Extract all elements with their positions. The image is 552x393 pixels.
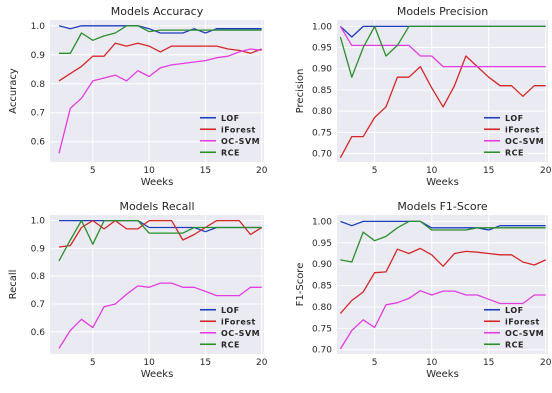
series-line-lof [340,220,546,231]
y-tick-label: 0.70 [312,150,332,160]
legend: LOF iForest OC-SVM RCE [484,306,544,349]
legend-label-iforest: iForest [221,317,256,326]
x-tick-label: 5 [372,166,378,176]
x-tick-label: 10 [426,166,438,176]
legend-label-iforest: iForest [505,317,540,326]
y-axis-label: F1-Score [295,263,306,307]
x-tick-label: 5 [90,166,96,176]
legend-label-oc-svm: OC-SVM [505,329,544,338]
accuracy-panel: 5 10 15 20 0.6 0.7 0.8 0.9 1.0 Models Accuracy Wee… [8,5,268,188]
legend-label-lof: LOF [221,306,240,315]
legend-label-iforest: iForest [505,125,540,134]
series-line-iforest [339,247,546,314]
series-line-rce [59,25,262,54]
legend-label-oc-svm: OC-SVM [505,137,544,146]
series-line-oc-svm [339,26,546,68]
f1-score-panel: 5 10 15 20 0.70 0.75 0.80 0.85 0.90 0.95 1.00 Model… [295,200,552,380]
y-axis-label: Precision [295,69,306,114]
series-line-oc-svm [58,282,262,349]
series-line-rce [58,219,262,262]
x-tick-label: 10 [426,358,438,368]
y-tick-label: 0.7 [31,109,45,119]
legend-label-rce: RCE [221,340,240,349]
x-tick-label: 20 [256,166,268,176]
x-tick-label: 15 [483,166,494,176]
series-line-oc-svm [58,48,262,154]
legend-label-lof: LOF [505,306,524,315]
x-axis-label: Weeks [141,177,174,188]
y-tick-label: 0.70 [312,346,332,356]
series-line-rce [340,220,546,263]
y-axis-label: Accuracy [8,68,19,114]
x-tick-label: 10 [143,166,155,176]
recall-panel: 5 10 15 20 0.6 0.7 0.8 0.9 1.0 Models Recall Weeks… [8,200,268,380]
series-line-rce [339,25,546,78]
legend-label-rce: RCE [505,340,524,349]
x-tick-label: 5 [372,358,378,368]
x-tick-label: 20 [540,358,552,368]
x-tick-label: 15 [483,358,494,368]
y-tick-label: 0.9 [31,51,46,61]
y-axis-label: Recall [8,270,19,300]
legend-label-lof: LOF [505,114,524,123]
x-tick-label: 15 [200,166,211,176]
x-tick-label: 10 [143,358,155,368]
chart-title: Models Accuracy [111,5,204,18]
y-tick-label: 0.90 [312,65,332,75]
y-tick-label: 1.00 [312,22,332,32]
series-line-iforest [58,219,263,248]
legend: LOF iForest OC-SVM RCE [200,114,260,157]
y-tick-label: 0.8 [31,80,46,90]
x-tick-label: 20 [540,166,552,176]
legend-label-oc-svm: OC-SVM [221,137,260,146]
legend-label-oc-svm: OC-SVM [221,329,260,338]
y-tick-label: 0.95 [312,239,332,249]
y-tick-label: 0.80 [312,107,332,117]
y-tick-label: 0.95 [312,44,332,54]
plot-area [337,20,548,162]
y-tick-label: 0.90 [312,260,332,270]
y-tick-label: 0.80 [312,303,332,313]
y-tick-label: 0.8 [31,272,46,282]
series-line-lof [58,25,262,34]
legend-label-rce: RCE [221,148,240,157]
chart-title: Models F1-Score [397,200,488,213]
chart-title: Models Precision [397,5,488,18]
x-axis-label: Weeks [141,369,174,380]
y-tick-label: 1.0 [31,22,46,32]
y-tick-label: 0.75 [312,324,332,334]
x-axis-label: Weeks [426,177,459,188]
legend: LOF iForest OC-SVM RCE [484,114,544,157]
legend-label-rce: RCE [505,148,524,157]
legend: LOF iForest OC-SVM RCE [200,306,260,349]
legend-label-lof: LOF [221,114,240,123]
y-tick-label: 0.85 [312,86,332,96]
y-tick-label: 0.85 [312,282,332,292]
x-tick-label: 20 [256,358,268,368]
x-axis-label: Weeks [426,369,459,380]
series-line-iforest [58,42,262,82]
y-tick-label: 1.00 [312,217,332,227]
series-line-oc-svm [339,290,546,350]
y-tick-label: 0.9 [31,244,46,254]
x-tick-label: 15 [200,358,211,368]
y-tick-label: 1.0 [31,217,46,227]
chart-title: Models Recall [119,200,194,213]
precision-panel: 5 10 15 20 0.70 0.75 0.80 0.85 0.90 0.95 1.00 Model… [295,5,552,188]
y-tick-label: 0.6 [31,138,46,148]
series-line-iforest [339,55,546,159]
y-tick-label: 0.7 [31,300,45,310]
y-tick-label: 0.6 [31,328,46,338]
x-tick-label: 5 [90,358,96,368]
y-tick-label: 0.75 [312,128,332,138]
legend-label-iforest: iForest [221,125,256,134]
